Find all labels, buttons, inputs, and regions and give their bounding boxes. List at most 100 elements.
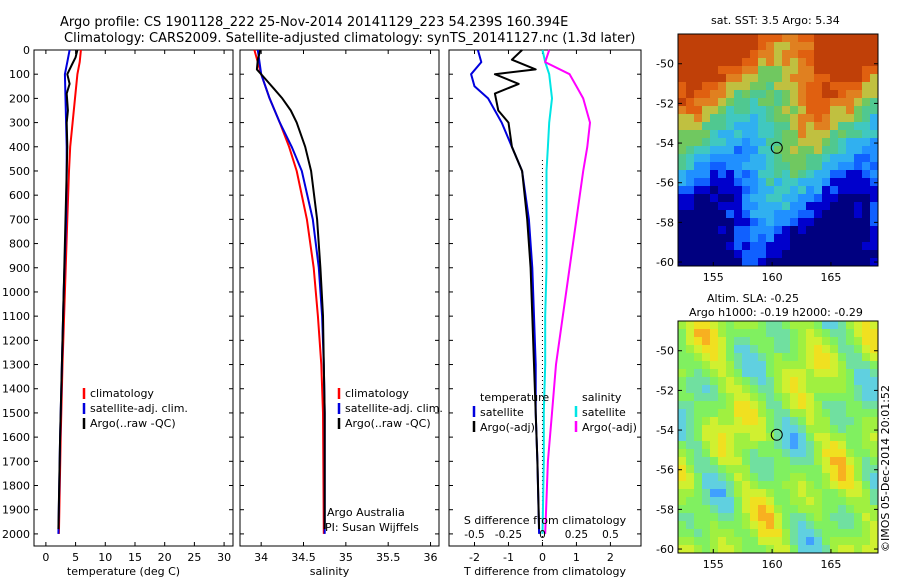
y-tick-label: 1400 — [2, 383, 30, 396]
y-tick-label: 1300 — [2, 359, 30, 372]
x-tick-label: 25 — [187, 551, 201, 564]
pi-text: PI: Susan Wijffels — [325, 521, 419, 534]
plot-frame — [33, 49, 234, 547]
credit-text: Argo Australia — [327, 506, 405, 519]
x-tick-label: 15 — [128, 551, 142, 564]
legend-heading: salinity — [582, 391, 622, 404]
lon-tick-label: 165 — [820, 558, 841, 571]
x-tick-label: -1 — [503, 551, 514, 564]
x2-tick-label: -0.5 — [464, 529, 485, 541]
y-tick-label: 1200 — [2, 334, 30, 347]
legend-heading: temperature — [480, 391, 549, 404]
lat-tick-label: -50 — [656, 58, 674, 71]
x-axis-label: salinity — [310, 565, 350, 578]
x-tick-label: 20 — [158, 551, 172, 564]
lat-tick-label: -50 — [656, 345, 674, 358]
lat-tick-label: -58 — [656, 216, 674, 229]
map-field — [678, 34, 878, 266]
lon-tick-label: 160 — [762, 558, 783, 571]
x-tick-label: 30 — [217, 551, 231, 564]
y-tick-label: 1800 — [2, 480, 30, 493]
x-axis-label: T difference from climatology — [463, 565, 626, 578]
y-tick-label: 700 — [9, 213, 30, 226]
series-line — [544, 49, 591, 534]
x-tick-label: 1 — [573, 551, 580, 564]
series-line — [256, 49, 326, 534]
sla-map-title2: Argo h1000: -0.19 h2000: -0.29 — [689, 306, 863, 319]
lat-tick-label: -56 — [656, 177, 674, 190]
y-tick-label: 400 — [9, 141, 30, 154]
timestamp-stamp: ©IMOS 05-Dec-2014 20:01:52 — [879, 385, 892, 552]
y-tick-label: 600 — [9, 189, 30, 202]
argo-position-marker — [770, 141, 783, 154]
legend-label: satellite — [480, 406, 524, 419]
lat-tick-label: -60 — [656, 256, 674, 269]
series-line — [253, 49, 325, 534]
sst-map-title: sat. SST: 3.5 Argo: 5.34 — [711, 14, 840, 27]
x-tick-label: 2 — [607, 551, 614, 564]
y-tick-label: 500 — [9, 165, 30, 178]
plot-frame — [239, 49, 440, 547]
lat-tick-label: -54 — [656, 424, 674, 437]
legend-label: climatology — [90, 387, 154, 400]
difference-panel: -2 -1 0 1 2T difference from climatology -0.5… — [448, 49, 642, 578]
legend-label: Argo(..raw -QC) — [90, 417, 176, 430]
plot-frame — [448, 49, 642, 547]
series-line — [57, 49, 82, 534]
lat-tick-label: -52 — [656, 97, 674, 110]
series-line — [541, 49, 553, 534]
y-tick-label: 1100 — [2, 310, 30, 323]
temperature-panel: 0100200300400500600700800900100011001200… — [2, 44, 234, 578]
y-tick-label: 1600 — [2, 431, 30, 444]
x-tick-label: 34 — [254, 551, 268, 564]
lon-tick-label: 160 — [762, 271, 783, 284]
lat-tick-label: -52 — [656, 384, 674, 397]
figure-title-line2: Climatology: CARS2009. Satellite-adjuste… — [64, 31, 636, 46]
series-line — [470, 49, 541, 534]
x-tick-label: 0 — [539, 551, 546, 564]
series-line — [255, 49, 326, 530]
map-frame — [677, 33, 879, 267]
legend-label: Argo(..raw -QC) — [345, 417, 431, 430]
map-frame — [677, 320, 879, 554]
x-tick-label: 36 — [424, 551, 438, 564]
sla-map-title1: Altim. SLA: -0.25 — [707, 292, 799, 305]
series-line — [493, 49, 541, 530]
x-tick-label: 35 — [339, 551, 353, 564]
legend-label: satellite-adj. clim. — [90, 402, 188, 415]
map-field — [678, 321, 878, 553]
x-tick-label: 5 — [72, 551, 79, 564]
salinity-panel: 34 34.5 35 35.5 36 salinity climatology satelli… — [239, 49, 443, 578]
y-tick-label: 2000 — [2, 528, 30, 541]
y-tick-label: 1000 — [2, 286, 30, 299]
x-tick-label: 10 — [98, 551, 112, 564]
y-tick-label: 1500 — [2, 407, 30, 420]
lat-tick-label: -56 — [656, 464, 674, 477]
y-tick-label: 0 — [23, 44, 30, 57]
legend-label: Argo(-adj) — [582, 421, 637, 434]
series-line — [57, 49, 79, 530]
x2-axis-label: S difference from climatology — [464, 514, 627, 527]
sst-map: 155 160 165 -50 -52 -54 -56 -58 -60 — [656, 33, 879, 284]
legend-label: climatology — [345, 387, 409, 400]
y-tick-label: 900 — [9, 262, 30, 275]
x-tick-label: 35.5 — [376, 551, 401, 564]
argo-position-marker — [770, 428, 783, 441]
lon-tick-label: 155 — [703, 558, 724, 571]
x2-tick-label: -0.25 — [495, 529, 522, 541]
x-tick-label: 34.5 — [291, 551, 316, 564]
legend-label: satellite — [582, 406, 626, 419]
x2-tick-label: 0.25 — [565, 529, 588, 541]
y-tick-label: 100 — [9, 68, 30, 81]
lat-tick-label: -54 — [656, 137, 674, 150]
figure-title-line1: Argo profile: CS 1901128_222 25-Nov-2014… — [60, 15, 568, 30]
legend-label: satellite-adj. clim. — [345, 402, 443, 415]
y-tick-label: 200 — [9, 92, 30, 105]
y-tick-label: 1900 — [2, 504, 30, 517]
sla-map: 155 160 165 -50 -52 -54 -56 -58 -60 — [656, 320, 879, 571]
lat-tick-label: -58 — [656, 503, 674, 516]
lon-tick-label: 155 — [703, 271, 724, 284]
lon-tick-label: 165 — [820, 271, 841, 284]
x2-tick-label: 0.5 — [602, 529, 619, 541]
